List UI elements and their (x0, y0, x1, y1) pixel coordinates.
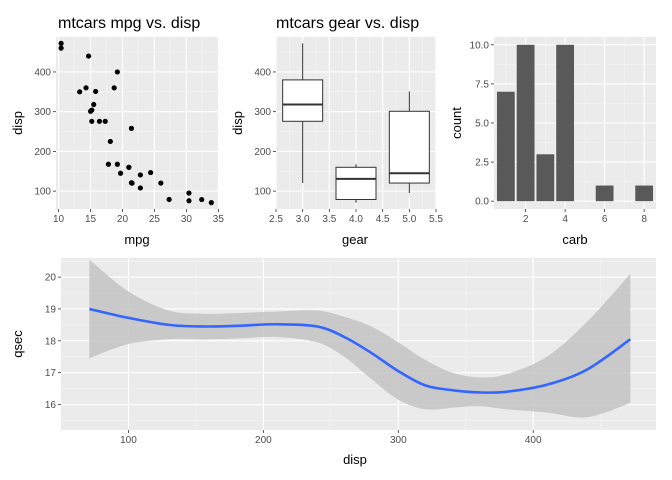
boxplot-x-tick-label: 4.5 (376, 214, 390, 225)
scatter-point (107, 138, 113, 145)
smooth-x-tick-label: 100 (120, 435, 137, 446)
bar-y-tick-label: 0.0 (475, 197, 489, 208)
scatter-x-axis-title: mpg (124, 232, 149, 247)
scatter-point (111, 85, 117, 91)
boxplot-x-tick-label: 4.0 (349, 214, 363, 225)
scatter-point (91, 101, 97, 108)
scatter-point (114, 161, 120, 167)
boxplot-x-tick-label: 5.5 (429, 214, 443, 225)
scatter-y-tick-label: 100 (34, 187, 51, 198)
scatter-x-tick-label: 20 (117, 214, 129, 225)
smooth-x-tick-label: 200 (255, 435, 272, 446)
scatter-point (83, 85, 89, 91)
scatter-point (186, 198, 192, 204)
bar-carb-2 (516, 44, 535, 202)
scatter-point (58, 45, 64, 51)
bar-x-tick-label: 8 (641, 214, 647, 225)
scatter-x-tick-label: 10 (53, 214, 65, 225)
scatter-point (137, 172, 143, 178)
bar-x-tick-label: 2 (523, 214, 529, 225)
confidence-band (89, 259, 631, 418)
smooth-y-tick-label: 18 (45, 336, 57, 347)
scatter-point (128, 180, 135, 186)
boxplot-y-tick-label: 100 (254, 187, 271, 198)
bar-carb-1 (496, 91, 515, 202)
smooth-y-axis-title: qsec (10, 330, 25, 358)
scatter-y-tick-label: 300 (34, 107, 51, 118)
bar-x-axis-title: carb (562, 232, 587, 247)
bar-x-tick-label: 4 (562, 214, 568, 225)
bar-y-axis-title: count (449, 107, 464, 139)
scatter-point (93, 88, 99, 95)
bar-y-tick-label: 10.0 (470, 40, 490, 51)
bar-carb-3 (536, 154, 555, 202)
scatter-x-tick-label: 15 (85, 214, 97, 225)
scatter-point (58, 40, 64, 46)
scatter-point (199, 196, 205, 203)
smooth-x-tick-label: 300 (390, 435, 407, 446)
scatter-point (89, 118, 95, 124)
boxplot-x-tick-label: 3.5 (322, 214, 336, 225)
scatter-x-tick-label: 25 (149, 214, 161, 225)
scatter-point (158, 180, 164, 186)
scatter-point (96, 118, 103, 124)
scatter-point (117, 170, 124, 176)
bar-chart-carb-count: 2 4 6 8 0.0 2.5 5.0 7.5 10.0 carb count (449, 37, 656, 247)
scatter-point (102, 118, 108, 124)
scatter-panel-background (56, 37, 219, 209)
scatter-point (166, 196, 172, 203)
boxplot-x-tick-label: 2.5 (269, 214, 283, 225)
bar-y-tick-label: 7.5 (475, 79, 489, 90)
smooth-y-tick-label: 19 (45, 304, 57, 315)
box-iqr (282, 79, 324, 122)
scatter-point (208, 200, 214, 206)
smooth-line (89, 307, 632, 394)
scatter-point (137, 185, 143, 191)
bar-y-tick-label: 5.0 (475, 119, 489, 130)
smooth-line-disp-qsec: 100 200 300 400 16 17 18 19 20 disp qsec (10, 258, 656, 467)
bar-x-tick-label: 6 (602, 214, 608, 225)
bar-y-tick-label: 2.5 (475, 158, 489, 169)
scatter-plot-mpg-disp: 10 15 20 25 30 35 100 200 300 400 mtcars mpg vs. … (10, 15, 224, 247)
smooth-x-tick-label: 400 (525, 435, 542, 446)
boxplot-x-axis-title: gear (342, 232, 369, 247)
scatter-x-tick-label: 30 (181, 214, 193, 225)
scatter-point (87, 108, 94, 114)
scatter-point (86, 53, 92, 59)
scatter-x-tick-label: 35 (213, 214, 225, 225)
scatter-point (128, 125, 135, 131)
bar-carb-6 (595, 185, 614, 202)
scatter-title: mtcars mpg vs. disp (58, 15, 200, 32)
scatter-y-tick-label: 200 (34, 147, 51, 158)
boxplot-y-tick-label: 200 (254, 147, 271, 158)
boxplot-x-tick-label: 3.0 (296, 214, 310, 225)
scatter-point (114, 69, 120, 75)
box-iqr (388, 110, 430, 184)
bar-carb-8 (635, 185, 654, 202)
scatter-y-tick-label: 400 (34, 67, 51, 78)
boxplot-y-tick-label: 300 (254, 107, 271, 118)
boxplot-x-tick-label: 5.0 (402, 214, 416, 225)
smooth-y-tick-label: 17 (45, 368, 57, 379)
scatter-point (186, 190, 192, 196)
scatter-point (126, 164, 132, 170)
boxplot-y-axis-title: disp (230, 111, 245, 135)
scatter-point (148, 169, 154, 176)
smooth-y-tick-label: 16 (45, 400, 57, 411)
smooth-x-axis-title: disp (343, 452, 367, 467)
scatter-point (77, 89, 83, 95)
scatter-point (105, 161, 112, 167)
bar-carb-4 (556, 44, 575, 202)
boxplot-y-tick-label: 400 (254, 67, 271, 78)
box-iqr (335, 166, 377, 201)
smooth-y-tick-label: 20 (45, 273, 57, 284)
boxplot-title: mtcars gear vs. disp (276, 15, 419, 32)
boxplot-gear-disp: 2.5 3.0 3.5 4.0 4.5 5.0 5.5 100 200 300 400 mtcars… (230, 15, 443, 247)
scatter-y-axis-title: disp (10, 111, 25, 135)
